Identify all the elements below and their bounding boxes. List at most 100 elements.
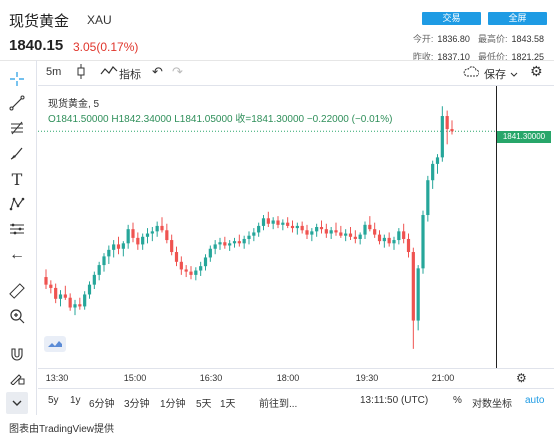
redo-icon[interactable]: ↷: [172, 64, 183, 79]
candle: [145, 228, 150, 244]
candle: [435, 154, 440, 174]
fullscreen-button[interactable]: 全屏: [488, 12, 547, 25]
candle-body: [344, 233, 348, 236]
candle: [189, 266, 193, 280]
candlestick-chart[interactable]: [38, 86, 496, 368]
time-tick: 16:30: [199, 373, 223, 383]
time-tick: 15:00: [123, 373, 147, 383]
goto-date-button[interactable]: 前往到...: [259, 399, 298, 410]
candle: [402, 223, 406, 244]
candle-body: [141, 236, 145, 245]
candle-body: [116, 244, 121, 249]
candle-body: [257, 225, 261, 233]
cloud-icon[interactable]: [463, 66, 480, 80]
candle-body: [54, 287, 58, 299]
pattern-icon[interactable]: [6, 193, 28, 215]
percent-toggle[interactable]: %: [453, 395, 462, 406]
chart-toolbar: 5m 指标 ↶ ↷ 保存 ⚙: [38, 60, 554, 86]
candle-body: [286, 222, 290, 226]
zoom-in-icon[interactable]: [6, 305, 28, 327]
projection-icon[interactable]: [6, 218, 28, 240]
candle: [102, 253, 106, 272]
candle: [290, 220, 295, 233]
candle: [107, 245, 111, 264]
range-1d[interactable]: 1天: [220, 399, 236, 410]
ruler-icon[interactable]: [6, 280, 28, 302]
candle-body: [136, 237, 140, 245]
interval-selector[interactable]: 5m: [46, 66, 62, 78]
undo-icon[interactable]: ↶: [152, 64, 163, 79]
candle-body: [382, 237, 386, 242]
utc-clock[interactable]: 13:11:50 (UTC): [360, 395, 429, 406]
candle: [232, 237, 237, 248]
candle: [431, 160, 435, 189]
candle-body: [208, 248, 212, 258]
trend-line-icon[interactable]: [6, 92, 28, 114]
candle: [368, 216, 372, 232]
lock-drawing-icon[interactable]: [6, 366, 28, 388]
indicators-icon[interactable]: [100, 64, 118, 81]
candle-body: [295, 225, 299, 229]
range-3m[interactable]: 3分钟: [124, 399, 150, 410]
chevron-down-icon[interactable]: [510, 69, 518, 81]
candle-body: [377, 234, 382, 242]
magnet-icon[interactable]: [6, 343, 28, 365]
candle: [310, 228, 314, 242]
arrow-left-icon[interactable]: ←: [9, 246, 25, 263]
open-value: 1836.80: [437, 34, 470, 44]
tradingview-logo-icon[interactable]: [44, 336, 66, 352]
candle-body: [324, 229, 328, 234]
settings-gear-icon[interactable]: ⚙: [530, 63, 543, 79]
candle-body: [174, 252, 179, 262]
candle-body: [440, 116, 444, 158]
candle: [416, 265, 420, 331]
candle-body: [368, 224, 372, 230]
candle: [131, 222, 135, 243]
crosshair-icon[interactable]: [6, 68, 28, 90]
candle-body: [305, 230, 309, 235]
candle: [421, 210, 425, 274]
axis-settings-gear-icon[interactable]: ⚙: [516, 371, 527, 385]
drawing-toolbar: T ←: [0, 60, 37, 415]
candle: [97, 261, 101, 281]
instrument-symbol: XAU: [87, 13, 112, 27]
range-5y[interactable]: 5y: [48, 395, 59, 406]
low-value: 1821.25: [511, 52, 544, 62]
candle: [83, 291, 87, 310]
candle-body: [73, 304, 77, 308]
candle: [87, 281, 92, 299]
log-scale-toggle[interactable]: 对数坐标: [472, 399, 512, 410]
range-1y[interactable]: 1y: [70, 395, 81, 406]
candle: [377, 230, 382, 245]
candle-body: [435, 157, 440, 164]
candle-body: [121, 243, 125, 249]
range-6m[interactable]: 6分钟: [89, 399, 115, 410]
brush-icon[interactable]: [6, 142, 28, 164]
chevron-down-icon[interactable]: [6, 392, 28, 414]
text-tool-icon[interactable]: T: [11, 169, 23, 189]
candle-body: [329, 230, 333, 234]
candle-body: [213, 244, 217, 249]
candle-body: [194, 270, 198, 275]
candle-body: [102, 256, 106, 266]
candle-body: [83, 294, 87, 307]
price-axis[interactable]: [496, 86, 554, 368]
candle-body: [237, 241, 241, 244]
candle: [363, 221, 367, 239]
indicators-button[interactable]: 指标: [119, 69, 141, 81]
price-change: 3.05(0.17%): [73, 40, 139, 54]
range-5d[interactable]: 5天: [196, 399, 212, 410]
candle-body: [339, 232, 343, 236]
high-label: 最高价:: [477, 34, 508, 44]
trade-button[interactable]: 交易: [422, 12, 481, 25]
fib-tool-icon[interactable]: [6, 117, 28, 139]
candle: [199, 261, 203, 276]
save-button[interactable]: 保存: [484, 69, 506, 81]
auto-scale-toggle[interactable]: auto: [525, 395, 545, 406]
price-stats: 今开: 1836.80 最高价: 1843.58 昨收: 1837.10 最低价…: [405, 30, 544, 66]
candle-style-icon[interactable]: [75, 64, 87, 82]
chart-legend-title[interactable]: 现货黄金, 5: [48, 99, 100, 110]
provider-credit[interactable]: 图表由TradingView提供: [9, 424, 115, 435]
range-1m[interactable]: 1分钟: [160, 399, 186, 410]
time-axis[interactable]: 13:30 15:00 16:30 18:00 19:30 21:00: [38, 368, 554, 388]
